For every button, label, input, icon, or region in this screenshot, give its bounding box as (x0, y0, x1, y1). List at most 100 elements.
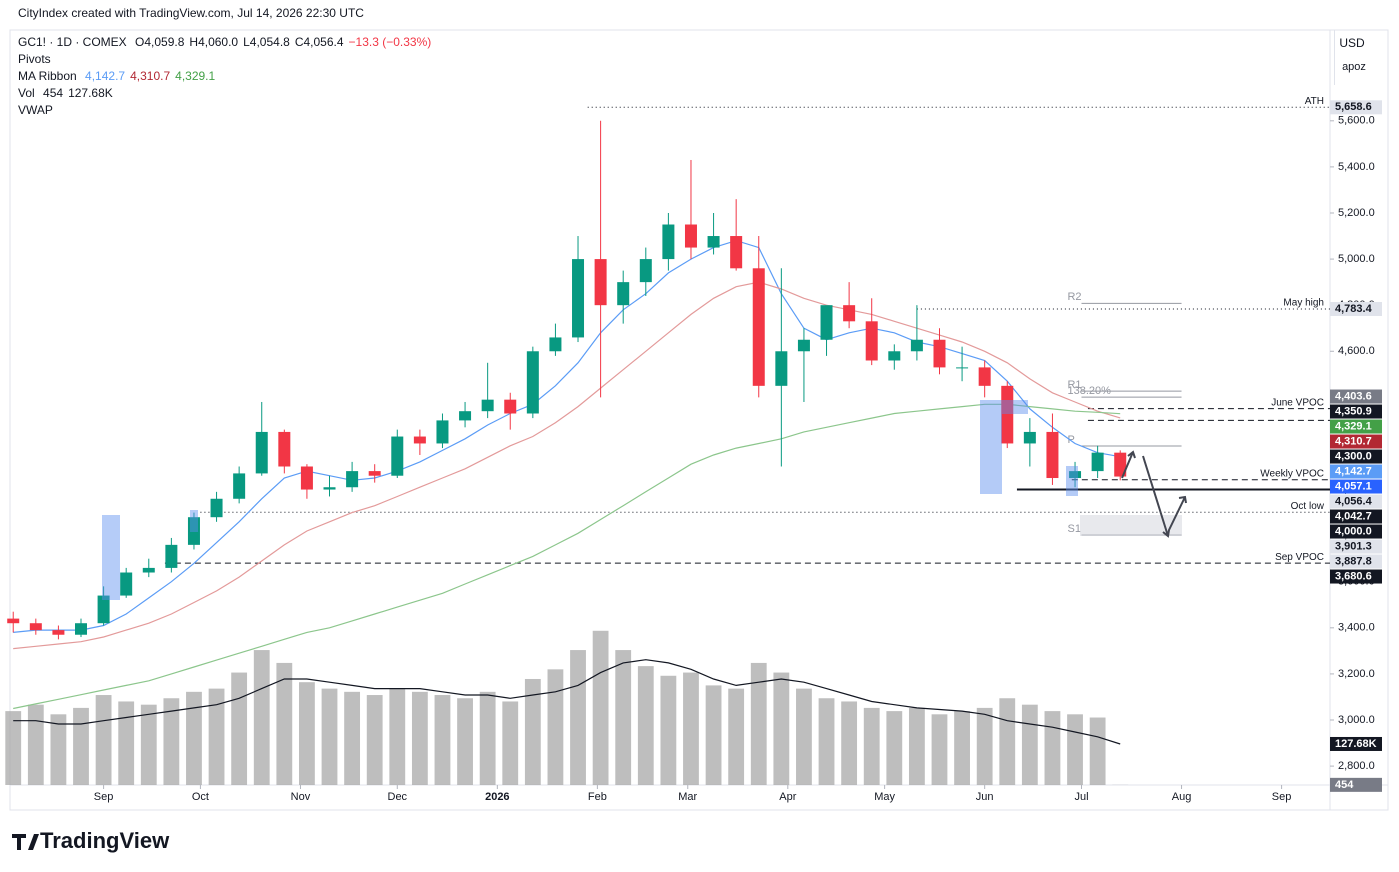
change: −13.3 (−0.33%) (348, 35, 432, 49)
ohlc: C4,056.4 (294, 35, 344, 49)
y-tick-label: 3,000.0 (1338, 714, 1375, 726)
price-box (1330, 736, 1382, 751)
candle-body (142, 567, 155, 573)
volume-bar (728, 688, 745, 785)
volume-bar (434, 695, 451, 785)
price-box (1330, 524, 1382, 539)
volume-bar (95, 695, 112, 785)
candle-body (730, 236, 743, 269)
legend-line: GC1! · 1D · COMEX O4,059.8 H4,060.0 L4,054… (18, 34, 436, 51)
volume-bar (615, 650, 632, 785)
volume-bar (73, 707, 89, 785)
legend-line: Pivots (18, 51, 56, 68)
price-box-label: 3,680.6 (1335, 570, 1372, 582)
volume-bar (1021, 704, 1038, 785)
profile-block (1066, 466, 1078, 496)
volume-bar (773, 672, 790, 785)
volume-bar (118, 701, 135, 785)
divider (1334, 30, 1335, 85)
candle-body (1069, 471, 1082, 479)
logo-mark (12, 834, 39, 850)
volume-bar (140, 704, 157, 785)
plot-layer: ATH May high June VPOC Weekly VPOC Oct low Se… (5, 96, 1330, 785)
volume-bar (321, 688, 338, 785)
x-tick-label: Sep (94, 791, 114, 803)
credit: CityIndex created with TradingView.com, … (18, 6, 364, 20)
candle-body (187, 517, 200, 545)
candle-body (843, 305, 856, 322)
x-tick-label: 2026 (485, 791, 509, 803)
ma-value: 4,310.7 (130, 69, 171, 83)
pivot-label: 138.20% (1067, 385, 1111, 397)
volume-bar (954, 711, 970, 785)
volume-bar (457, 698, 473, 785)
pivot-label: S1 (1067, 523, 1080, 535)
candle-body (775, 351, 788, 386)
candle-body (888, 351, 901, 361)
candle-body (346, 471, 359, 488)
candle-body (526, 351, 539, 414)
volume-bar (999, 698, 1016, 785)
candle-body (549, 337, 562, 352)
candle-body (210, 498, 223, 518)
volume-bar (411, 691, 428, 785)
currency[interactable]: USD (1339, 36, 1365, 50)
y-tick-label: 5,200.0 (1338, 207, 1375, 219)
indicator: Vol (18, 86, 35, 100)
volume-bar (50, 714, 67, 785)
volume-bar (1067, 714, 1083, 785)
price-box (1330, 449, 1382, 464)
price-box (1330, 569, 1382, 584)
profile-block (102, 515, 120, 600)
symbol: GC1! · 1D · COMEX (18, 35, 127, 49)
volume-profiles (102, 400, 1078, 600)
price-box-label: 3,901.3 (1335, 540, 1372, 552)
x-tick-label: Aug (1172, 791, 1192, 803)
volume-bar (253, 650, 270, 785)
profile[interactable]: apoz (1342, 61, 1366, 73)
candle-body (933, 339, 946, 368)
volume-bar (276, 662, 293, 785)
price-box (1330, 389, 1382, 404)
ma-value: 4,329.1 (175, 69, 216, 83)
profile-block (980, 414, 1002, 494)
frame (9, 29, 1389, 811)
candle-body (617, 282, 630, 306)
price-box-label: 4,403.6 (1335, 390, 1372, 402)
ma-line (13, 403, 1121, 710)
candle-body (97, 595, 110, 624)
pivot-label: P (1067, 434, 1074, 446)
volume-bar (660, 675, 677, 785)
volume-bar (344, 691, 361, 785)
candle-body (684, 224, 697, 248)
price-box-label: 4,142.7 (1335, 465, 1372, 477)
price-box-label: 4,310.7 (1335, 435, 1372, 447)
ohlc: O4,059.8 (135, 35, 185, 49)
volume-bar (5, 711, 22, 785)
ma-value: 4,142.7 (85, 69, 126, 83)
candle-body (300, 466, 313, 490)
indicator: VWAP (18, 103, 53, 117)
x-tick-label: Jun (976, 791, 994, 803)
price-box-label: 5,658.6 (1335, 101, 1372, 113)
candle-body (120, 572, 133, 596)
s1-zone (1080, 515, 1182, 536)
x-tick-label: Jul (1074, 791, 1088, 803)
logo-text: TradingView (40, 828, 170, 853)
x-tick-label: May (874, 791, 895, 803)
level-label: Weekly VPOC (1260, 468, 1324, 479)
volume-bar (841, 701, 858, 785)
y-tick-label: 4,600.0 (1338, 345, 1375, 357)
level-label: June VPOC (1271, 397, 1324, 408)
price-box (1330, 539, 1382, 554)
price-box-label: 4,783.4 (1335, 303, 1373, 315)
volume-bar (886, 711, 903, 785)
volume-bar (570, 650, 586, 785)
volume-bar (1044, 711, 1061, 785)
candle-body (572, 259, 585, 338)
pivot-label: R2 (1067, 291, 1081, 303)
vol-value: 454 (43, 86, 64, 100)
volume-bar (796, 688, 812, 785)
candle-body (865, 321, 878, 361)
